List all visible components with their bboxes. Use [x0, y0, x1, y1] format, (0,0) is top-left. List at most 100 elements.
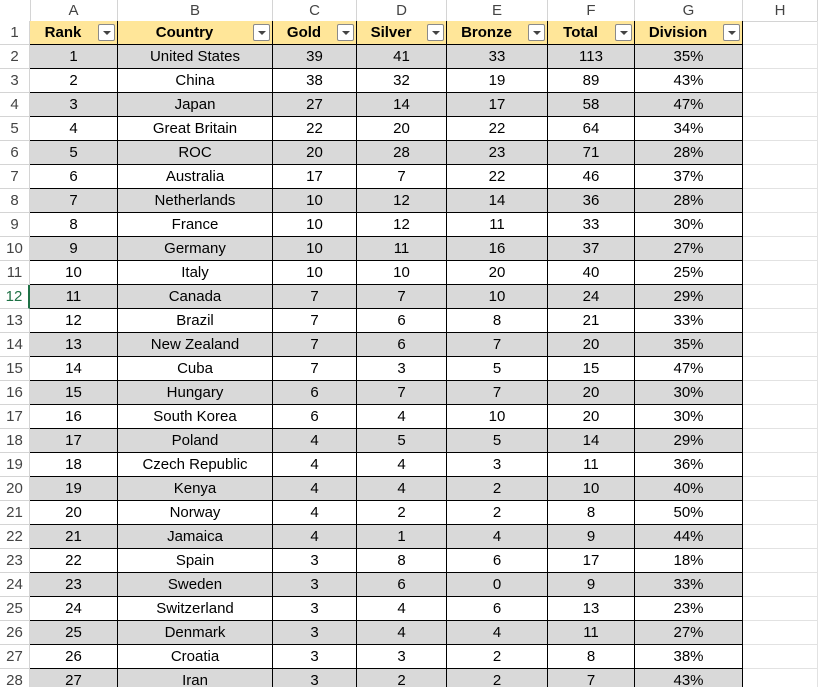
cell-division[interactable]: 29% — [635, 285, 743, 309]
cell-division[interactable]: 35% — [635, 45, 743, 69]
cell-silver[interactable]: 7 — [357, 285, 447, 309]
cell-division[interactable]: 30% — [635, 381, 743, 405]
cell-silver[interactable]: 10 — [357, 261, 447, 285]
cell-gold[interactable]: 10 — [273, 237, 357, 261]
empty-cell[interactable] — [743, 213, 818, 237]
row-header[interactable]: 6 — [0, 141, 30, 165]
cell-gold[interactable]: 3 — [273, 645, 357, 669]
row-header[interactable]: 18 — [0, 429, 30, 453]
cell-gold[interactable]: 6 — [273, 405, 357, 429]
cell-division[interactable]: 33% — [635, 573, 743, 597]
header-cell-bronze[interactable]: Bronze — [447, 21, 548, 45]
cell-total[interactable]: 11 — [548, 453, 635, 477]
cell-country[interactable]: Croatia — [118, 645, 273, 669]
row-header[interactable]: 11 — [0, 261, 30, 285]
row-header[interactable]: 14 — [0, 333, 30, 357]
cell-country[interactable]: Denmark — [118, 621, 273, 645]
row-header[interactable]: 7 — [0, 165, 30, 189]
row-header[interactable]: 24 — [0, 573, 30, 597]
cell-division[interactable]: 44% — [635, 525, 743, 549]
cell-silver[interactable]: 3 — [357, 357, 447, 381]
cell-total[interactable]: 9 — [548, 573, 635, 597]
cell-gold[interactable]: 7 — [273, 309, 357, 333]
cell-bronze[interactable]: 5 — [447, 357, 548, 381]
cell-gold[interactable]: 27 — [273, 93, 357, 117]
cell-total[interactable]: 20 — [548, 405, 635, 429]
cell-country[interactable]: Norway — [118, 501, 273, 525]
cell-gold[interactable]: 22 — [273, 117, 357, 141]
select-all-corner[interactable] — [0, 0, 31, 21]
filter-dropdown-button[interactable] — [98, 24, 115, 41]
empty-cell[interactable] — [743, 309, 818, 333]
empty-cell[interactable] — [743, 549, 818, 573]
filter-dropdown-button[interactable] — [723, 24, 740, 41]
cell-country[interactable]: Canada — [118, 285, 273, 309]
cell-division[interactable]: 34% — [635, 117, 743, 141]
cell-rank[interactable]: 10 — [30, 261, 118, 285]
cell-bronze[interactable]: 16 — [447, 237, 548, 261]
row-header[interactable]: 28 — [0, 669, 30, 687]
row-header[interactable]: 2 — [0, 45, 30, 69]
cell-silver[interactable]: 2 — [357, 669, 447, 687]
cell-rank[interactable]: 18 — [30, 453, 118, 477]
cell-country[interactable]: Australia — [118, 165, 273, 189]
column-header-f[interactable]: F — [548, 0, 635, 21]
column-header-c[interactable]: C — [273, 0, 357, 21]
filter-dropdown-button[interactable] — [427, 24, 444, 41]
cell-rank[interactable]: 19 — [30, 477, 118, 501]
cell-country[interactable]: Poland — [118, 429, 273, 453]
cell-silver[interactable]: 8 — [357, 549, 447, 573]
cell-rank[interactable]: 26 — [30, 645, 118, 669]
cell-division[interactable]: 40% — [635, 477, 743, 501]
filter-dropdown-button[interactable] — [337, 24, 354, 41]
cell-division[interactable]: 29% — [635, 429, 743, 453]
cell-total[interactable]: 8 — [548, 645, 635, 669]
empty-cell[interactable] — [743, 189, 818, 213]
row-header[interactable]: 16 — [0, 381, 30, 405]
cell-country[interactable]: Cuba — [118, 357, 273, 381]
cell-country[interactable]: Brazil — [118, 309, 273, 333]
filter-dropdown-button[interactable] — [253, 24, 270, 41]
cell-bronze[interactable]: 22 — [447, 117, 548, 141]
empty-cell[interactable] — [743, 141, 818, 165]
cell-rank[interactable]: 13 — [30, 333, 118, 357]
row-header[interactable]: 3 — [0, 69, 30, 93]
empty-cell[interactable] — [743, 669, 818, 687]
filter-dropdown-button[interactable] — [528, 24, 545, 41]
header-cell-total[interactable]: Total — [548, 21, 635, 45]
empty-cell[interactable] — [743, 645, 818, 669]
cell-total[interactable]: 8 — [548, 501, 635, 525]
row-header[interactable]: 19 — [0, 453, 30, 477]
cell-gold[interactable]: 39 — [273, 45, 357, 69]
cell-silver[interactable]: 4 — [357, 453, 447, 477]
cell-country[interactable]: China — [118, 69, 273, 93]
row-header[interactable]: 26 — [0, 621, 30, 645]
cell-division[interactable]: 28% — [635, 189, 743, 213]
row-header[interactable]: 5 — [0, 117, 30, 141]
filter-dropdown-button[interactable] — [615, 24, 632, 41]
cell-country[interactable]: Germany — [118, 237, 273, 261]
cell-total[interactable]: 36 — [548, 189, 635, 213]
cell-silver[interactable]: 3 — [357, 645, 447, 669]
cell-silver[interactable]: 12 — [357, 189, 447, 213]
empty-cell[interactable] — [743, 477, 818, 501]
cell-rank[interactable]: 11 — [30, 285, 118, 309]
cell-bronze[interactable]: 5 — [447, 429, 548, 453]
cell-bronze[interactable]: 2 — [447, 501, 548, 525]
cell-gold[interactable]: 3 — [273, 597, 357, 621]
cell-division[interactable]: 43% — [635, 69, 743, 93]
empty-cell[interactable] — [743, 501, 818, 525]
cell-bronze[interactable]: 2 — [447, 477, 548, 501]
cell-bronze[interactable]: 22 — [447, 165, 548, 189]
cell-total[interactable]: 13 — [548, 597, 635, 621]
cell-gold[interactable]: 4 — [273, 501, 357, 525]
cell-silver[interactable]: 2 — [357, 501, 447, 525]
cell-division[interactable]: 28% — [635, 141, 743, 165]
row-header[interactable]: 23 — [0, 549, 30, 573]
cell-country[interactable]: ROC — [118, 141, 273, 165]
cell-division[interactable]: 27% — [635, 237, 743, 261]
cell-rank[interactable]: 14 — [30, 357, 118, 381]
empty-cell[interactable] — [743, 405, 818, 429]
header-cell-silver[interactable]: Silver — [357, 21, 447, 45]
